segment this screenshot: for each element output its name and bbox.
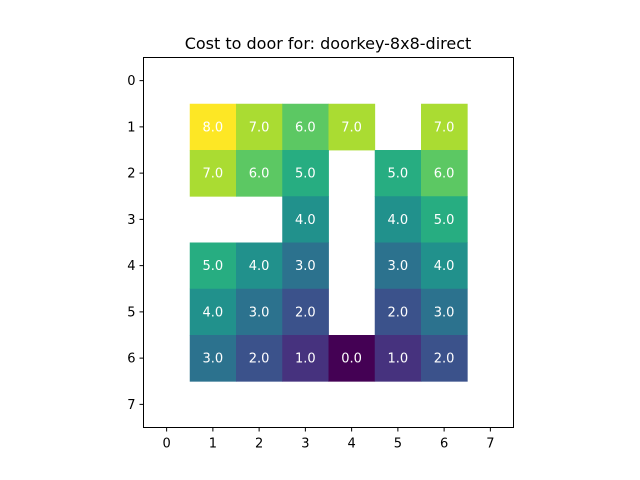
cell-value-label: 5.0 — [203, 259, 224, 274]
heatmap-cell — [236, 150, 283, 197]
x-tick-label: 6 — [440, 437, 448, 452]
y-tick-label: 6 — [127, 352, 135, 367]
y-tick-label: 0 — [127, 74, 135, 89]
cell-value-label: 2.0 — [434, 352, 455, 367]
cell-value-label: 4.0 — [295, 213, 316, 228]
heatmap-cell — [421, 335, 468, 382]
cell-value-label: 5.0 — [295, 167, 316, 182]
cell-value-label: 7.0 — [249, 120, 270, 135]
x-tick-label: 5 — [394, 437, 402, 452]
heatmap-cell — [189, 150, 237, 197]
heatmap-cell — [421, 103, 468, 151]
heatmap-cell — [374, 196, 422, 243]
heatmap-cell — [282, 150, 329, 197]
heatmap-cell — [374, 288, 422, 336]
chart-title: Cost to door for: doorkey-8x8-direct — [185, 34, 472, 53]
cell-value-label: 5.0 — [434, 213, 455, 228]
cell-value-label: 3.0 — [295, 259, 316, 274]
heatmap-cell — [328, 103, 376, 151]
cell-value-label: 6.0 — [249, 167, 270, 182]
heatmap-cell — [328, 335, 376, 382]
heatmap-cell — [189, 242, 237, 290]
cell-value-label: 0.0 — [341, 352, 362, 367]
heatmap-cell — [374, 150, 422, 197]
cell-value-label: 3.0 — [388, 259, 409, 274]
cell-value-label: 4.0 — [249, 259, 270, 274]
heatmap-cells: 8.0 7.0 6.0 7.0 7.0 7.0 6.0 5.0 5.0 6.0 4.0 4.0 5.0 5… — [189, 103, 468, 382]
y-tick-label: 1 — [127, 120, 135, 135]
cell-value-label: 3.0 — [203, 352, 224, 367]
cell-value-label: 5.0 — [388, 167, 409, 182]
x-tick-label: 4 — [347, 437, 355, 452]
heatmap-cell — [189, 335, 237, 382]
heatmap-cell — [421, 288, 468, 336]
heatmap-cell — [282, 242, 329, 290]
heatmap-cell — [421, 150, 468, 197]
y-tick-label: 3 — [127, 213, 135, 228]
heatmap-cell — [421, 242, 468, 290]
heatmap-cell — [282, 288, 329, 336]
cell-value-label: 2.0 — [249, 352, 270, 367]
plot-frame — [143, 57, 514, 428]
cell-value-label: 2.0 — [295, 305, 316, 320]
y-tick-label: 7 — [127, 398, 135, 413]
heatmap-cell — [236, 288, 283, 336]
cell-value-label: 6.0 — [434, 167, 455, 182]
x-axis: 0 1 2 3 4 5 6 7 — [162, 427, 495, 452]
x-tick-label: 2 — [255, 437, 263, 452]
cell-value-label: 6.0 — [295, 120, 316, 135]
cell-value-label: 1.0 — [388, 352, 409, 367]
cell-value-label: 4.0 — [434, 259, 455, 274]
cell-value-label: 3.0 — [434, 305, 455, 320]
x-tick-label: 0 — [162, 437, 170, 452]
y-tick-label: 2 — [127, 167, 135, 182]
heatmap-cell — [374, 242, 422, 290]
y-axis: 0 1 2 3 4 5 6 7 — [127, 74, 144, 413]
cell-value-label: 1.0 — [295, 352, 316, 367]
cell-value-label: 7.0 — [341, 120, 362, 135]
heatmap-cell — [236, 335, 283, 382]
cell-value-label: 8.0 — [203, 120, 224, 135]
heatmap-cell — [282, 335, 329, 382]
heatmap-cell — [189, 288, 237, 336]
cell-value-label: 7.0 — [203, 167, 224, 182]
heatmap-cell — [236, 103, 283, 151]
x-tick-label: 3 — [301, 437, 309, 452]
heatmap-cell — [374, 335, 422, 382]
heatmap-cell — [282, 196, 329, 243]
x-tick-label: 1 — [209, 437, 217, 452]
cell-value-label: 4.0 — [203, 305, 224, 320]
heatmap-cell — [189, 103, 237, 151]
heatmap-cell — [236, 242, 283, 290]
heatmap-cell — [421, 196, 468, 243]
heatmap-cell — [282, 103, 329, 151]
x-tick-label: 7 — [486, 437, 494, 452]
cell-value-label: 2.0 — [388, 305, 409, 320]
y-tick-label: 4 — [127, 259, 135, 274]
y-tick-label: 5 — [127, 305, 135, 320]
cell-value-label: 4.0 — [388, 213, 409, 228]
cell-value-label: 7.0 — [434, 120, 455, 135]
cell-value-label: 3.0 — [249, 305, 270, 320]
